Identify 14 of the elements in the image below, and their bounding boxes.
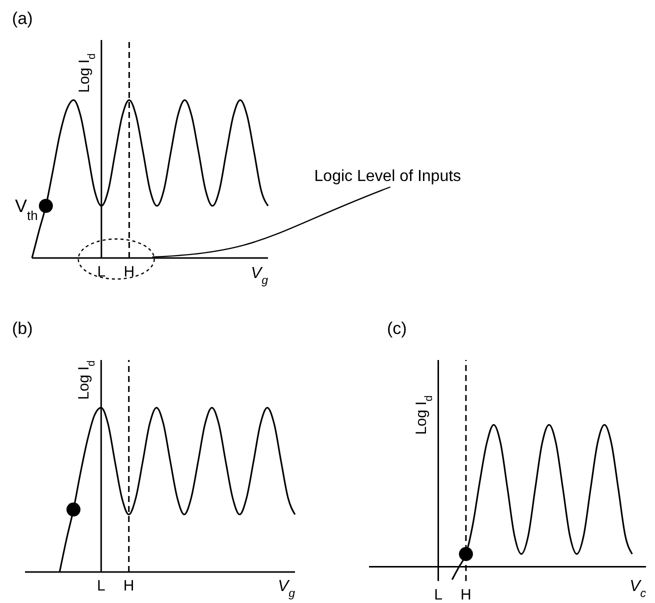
annotation: V$_{th}$ (15, 196, 38, 222)
x-axis-title: V$_{c}$ (630, 578, 646, 600)
x-tick-label: L (434, 586, 442, 603)
chart-title: (c) (387, 319, 407, 338)
text: Logic Level of Inputs (314, 168, 462, 185)
x-tick-label: L (96, 578, 106, 595)
x-tick-label: H (123, 578, 134, 595)
x-axis-title: V$_{g}$ (250, 265, 269, 287)
chart-title: (a) (12, 9, 33, 28)
x-tick-label: H (124, 264, 135, 281)
x-tick-label: L (97, 264, 106, 281)
x-tick-label: H (460, 586, 472, 603)
chart-title: (b) (12, 319, 33, 338)
x-axis-title: V$_{g}$ (278, 578, 296, 600)
